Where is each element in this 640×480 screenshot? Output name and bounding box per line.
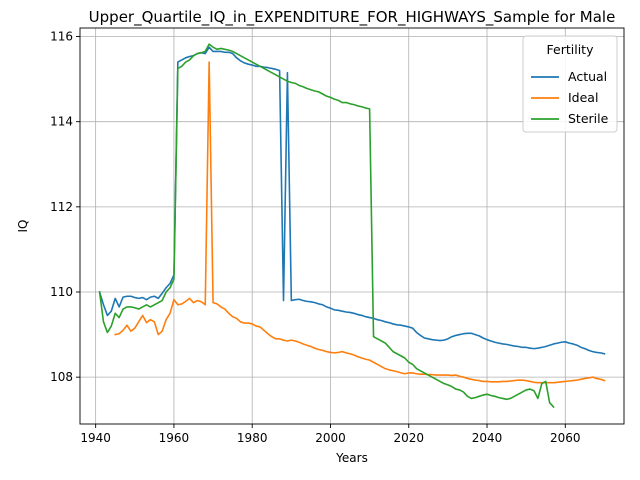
y-tick-label: 112 <box>50 200 73 214</box>
y-tick-label: 108 <box>50 370 73 384</box>
legend-label-ideal: Ideal <box>568 90 598 105</box>
y-axis-label: IQ <box>16 220 30 233</box>
x-tick-label: 1940 <box>80 431 111 445</box>
x-tick-label: 2040 <box>472 431 503 445</box>
legend-box <box>522 35 618 133</box>
x-tick-label: 1960 <box>159 431 190 445</box>
legend-label-sterile: Sterile <box>568 111 609 126</box>
series-line-actual <box>98 46 606 355</box>
plot-area-frame <box>79 27 625 425</box>
x-axis-label: Years <box>335 451 368 465</box>
series-line-sterile <box>98 43 555 409</box>
chart-title: Upper_Quartile_IQ_in_EXPENDITURE_FOR_HIG… <box>89 8 616 27</box>
series-lines <box>98 43 606 409</box>
legend: Fertility Actual Ideal Sterile <box>522 35 618 133</box>
legend-items: Actual Ideal Sterile <box>531 69 609 126</box>
series-line-ideal <box>114 61 606 384</box>
x-tick-label: 2020 <box>393 431 424 445</box>
x-axis-ticks: 1940 1960 1980 2000 2020 2040 2060 <box>80 424 581 445</box>
y-axis-ticks: 108 110 112 114 116 <box>50 30 80 384</box>
legend-label-actual: Actual <box>568 69 607 84</box>
x-tick-label: 1980 <box>237 431 268 445</box>
y-tick-label: 114 <box>50 115 73 129</box>
y-tick-label: 110 <box>50 285 73 299</box>
y-tick-label: 116 <box>50 30 73 44</box>
x-tick-label: 2000 <box>315 431 346 445</box>
x-tick-label: 2060 <box>550 431 581 445</box>
legend-title: Fertility <box>547 42 595 57</box>
